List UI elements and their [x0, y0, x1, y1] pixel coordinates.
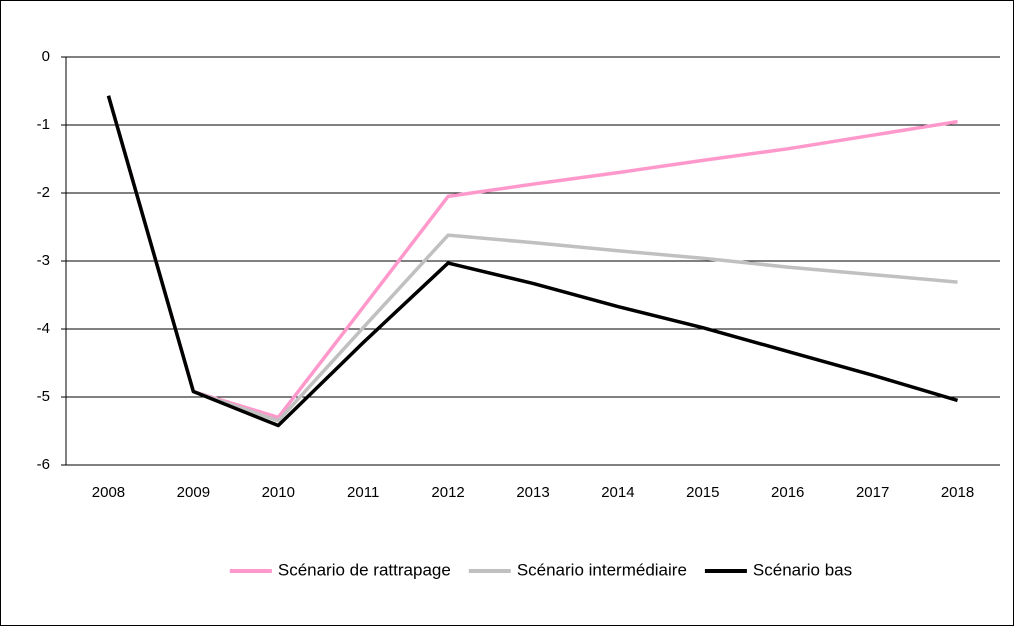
y-tick-label: 0 — [42, 48, 50, 65]
x-tick-label: 2018 — [941, 484, 974, 501]
x-tick-label: 2012 — [431, 484, 464, 501]
x-tick-label: 2016 — [771, 484, 804, 501]
y-tick-label: -5 — [37, 388, 50, 405]
x-tick-label: 2013 — [516, 484, 549, 501]
x-tick-label: 2014 — [601, 484, 634, 501]
y-tick-label: -2 — [37, 184, 50, 201]
x-tick-label: 2010 — [262, 484, 295, 501]
x-tick-label: 2009 — [177, 484, 210, 501]
legend-item: Scénario de rattrapage — [229, 560, 451, 579]
x-tick-label: 2008 — [92, 484, 125, 501]
series-line — [106, 95, 958, 420]
legend-label: Scénario bas — [753, 560, 852, 579]
y-tick-label: -6 — [37, 456, 50, 473]
x-tick-label: 2011 — [347, 484, 379, 501]
legend-item: Scénario bas — [704, 560, 852, 579]
series-line — [106, 95, 958, 423]
y-tick-label: -3 — [37, 252, 50, 269]
y-tick-label: -1 — [37, 116, 50, 133]
legend-label: Scénario de rattrapage — [278, 560, 451, 579]
y-tick-label: -4 — [37, 320, 50, 337]
series-line — [106, 95, 959, 428]
legend-item: Scénario intermédiaire — [468, 560, 687, 579]
legend-label: Scénario intermédiaire — [517, 560, 687, 579]
x-tick-label: 2017 — [856, 484, 889, 501]
x-tick-label: 2015 — [686, 484, 719, 501]
